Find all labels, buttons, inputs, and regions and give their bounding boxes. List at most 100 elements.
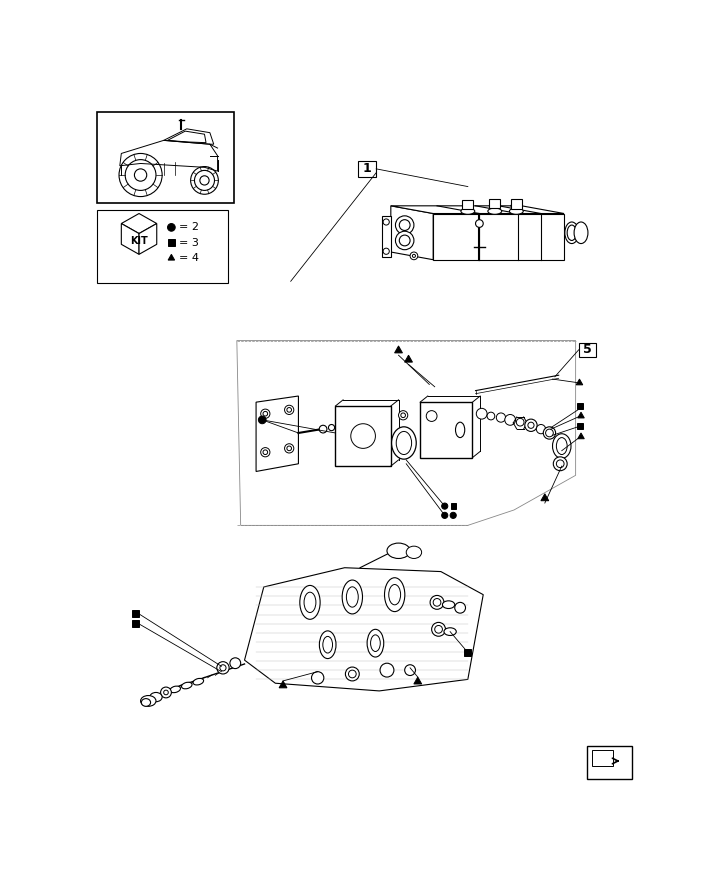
Circle shape <box>261 409 270 418</box>
Bar <box>587 746 632 779</box>
Ellipse shape <box>488 208 502 214</box>
Ellipse shape <box>346 587 359 607</box>
Circle shape <box>380 663 394 677</box>
Circle shape <box>395 216 414 234</box>
Circle shape <box>200 176 209 185</box>
Bar <box>489 199 500 208</box>
Ellipse shape <box>342 580 363 614</box>
Ellipse shape <box>170 686 180 692</box>
Text: 5: 5 <box>583 344 591 356</box>
Bar <box>451 503 456 509</box>
Circle shape <box>450 512 457 518</box>
Ellipse shape <box>552 433 571 458</box>
Circle shape <box>230 658 241 669</box>
Polygon shape <box>541 493 549 500</box>
Circle shape <box>426 411 437 421</box>
Circle shape <box>287 446 292 451</box>
Circle shape <box>476 408 487 419</box>
Circle shape <box>433 598 441 606</box>
Circle shape <box>553 457 567 470</box>
Circle shape <box>432 622 445 636</box>
Ellipse shape <box>193 678 204 685</box>
Bar <box>464 649 471 655</box>
Polygon shape <box>244 567 484 691</box>
Circle shape <box>557 460 564 468</box>
Circle shape <box>134 169 147 181</box>
Ellipse shape <box>557 438 567 455</box>
Ellipse shape <box>462 204 474 208</box>
Ellipse shape <box>509 208 523 214</box>
Polygon shape <box>381 216 391 257</box>
Ellipse shape <box>574 222 588 243</box>
Circle shape <box>190 167 219 195</box>
Polygon shape <box>577 379 583 385</box>
Ellipse shape <box>141 699 151 707</box>
Circle shape <box>160 687 171 698</box>
Circle shape <box>401 413 405 418</box>
Circle shape <box>351 424 376 448</box>
Bar <box>579 343 596 357</box>
Circle shape <box>435 626 442 633</box>
Ellipse shape <box>406 546 422 559</box>
Circle shape <box>525 419 537 432</box>
Circle shape <box>476 219 484 227</box>
Circle shape <box>285 444 294 453</box>
Polygon shape <box>414 677 422 684</box>
Circle shape <box>454 603 466 613</box>
Circle shape <box>125 159 156 190</box>
Circle shape <box>430 596 444 610</box>
Text: = 2: = 2 <box>179 222 199 233</box>
Ellipse shape <box>150 692 162 701</box>
Circle shape <box>263 450 268 455</box>
Polygon shape <box>395 346 403 353</box>
Circle shape <box>383 218 389 225</box>
Ellipse shape <box>489 204 500 208</box>
Polygon shape <box>578 412 584 418</box>
Polygon shape <box>279 681 287 688</box>
Bar <box>577 423 584 429</box>
Circle shape <box>329 425 334 431</box>
Bar <box>462 200 474 209</box>
Circle shape <box>442 512 448 518</box>
Circle shape <box>261 448 270 457</box>
Polygon shape <box>121 213 157 233</box>
Circle shape <box>263 411 268 416</box>
Circle shape <box>399 235 410 246</box>
Ellipse shape <box>511 204 522 208</box>
Circle shape <box>413 255 415 257</box>
Polygon shape <box>578 433 584 439</box>
Polygon shape <box>391 206 433 260</box>
Circle shape <box>505 414 515 426</box>
Circle shape <box>217 662 229 674</box>
Bar <box>420 402 472 457</box>
Ellipse shape <box>456 422 465 438</box>
Text: = 4: = 4 <box>179 253 199 263</box>
Polygon shape <box>139 224 157 255</box>
Text: KIT: KIT <box>130 236 148 247</box>
Ellipse shape <box>320 631 336 659</box>
Bar <box>358 161 376 176</box>
Bar <box>168 240 175 247</box>
Circle shape <box>258 416 266 424</box>
Ellipse shape <box>389 584 400 605</box>
Circle shape <box>410 252 417 260</box>
Bar <box>335 406 391 466</box>
Circle shape <box>545 429 553 437</box>
Bar <box>132 611 138 618</box>
Circle shape <box>312 671 324 684</box>
Polygon shape <box>168 255 175 260</box>
Bar <box>577 403 584 409</box>
Circle shape <box>536 425 545 433</box>
Circle shape <box>287 408 292 412</box>
Bar <box>97 112 234 203</box>
Ellipse shape <box>367 629 383 657</box>
Ellipse shape <box>396 432 412 455</box>
Polygon shape <box>391 206 564 213</box>
Bar <box>511 199 522 209</box>
Text: = 3: = 3 <box>179 238 199 248</box>
Ellipse shape <box>461 208 475 214</box>
Ellipse shape <box>442 601 454 609</box>
Ellipse shape <box>323 636 332 653</box>
Circle shape <box>543 426 556 439</box>
Ellipse shape <box>567 225 577 241</box>
